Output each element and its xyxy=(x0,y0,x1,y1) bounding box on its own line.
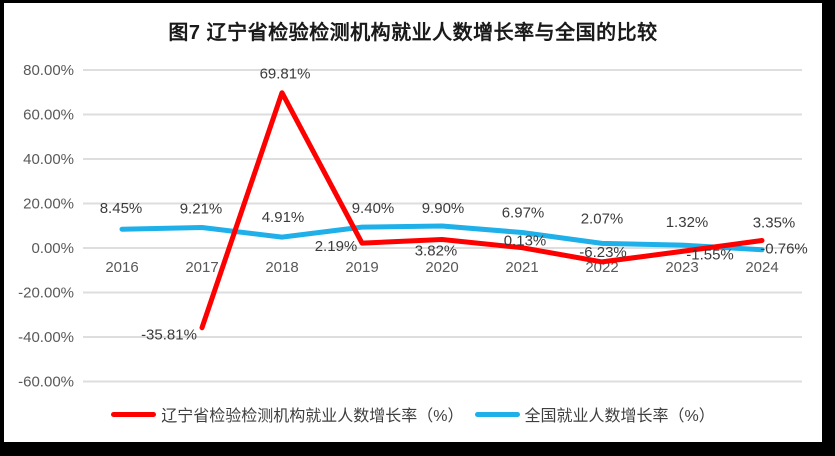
data-label-liaoning: 0.13% xyxy=(504,233,547,250)
chart-legend: 辽宁省检验检测机构就业人数增长率（%） 全国就业人数增长率（%） xyxy=(4,403,822,425)
x-axis-category-label: 2020 xyxy=(425,259,458,276)
x-axis-category-label: 2018 xyxy=(265,259,298,276)
screenshot-border-top xyxy=(0,0,835,3)
screenshot-border-left xyxy=(0,0,4,456)
data-labels-layer: -35.81% 69.81% 2.19% 3.82% 0.13% -6.23% -1.55%… xyxy=(100,66,808,344)
data-label-national: 6.97% xyxy=(502,204,545,221)
y-axis-tick-label: 60.00% xyxy=(23,107,74,124)
data-label-national: 9.40% xyxy=(352,200,395,217)
screenshot-border-right xyxy=(822,0,835,456)
y-axis-tick-label: -60.00% xyxy=(18,374,74,391)
x-axis-category-label: 2023 xyxy=(665,259,698,276)
data-label-national: 8.45% xyxy=(100,200,143,217)
y-axis-tick-label: 80.00% xyxy=(23,62,74,79)
y-axis-tick-label: -40.00% xyxy=(18,329,74,346)
gridlines-layer xyxy=(83,69,802,383)
legend-swatch-national xyxy=(474,411,520,417)
data-label-liaoning: 3.35% xyxy=(753,215,796,232)
legend-label-national: 全国就业人数增长率（%） xyxy=(524,408,715,425)
x-axis-category-label: 2016 xyxy=(105,259,138,276)
x-axis-category-label: 2024 xyxy=(745,259,778,276)
data-label-liaoning: -1.55% xyxy=(686,246,734,263)
data-label-national: 4.91% xyxy=(262,209,305,226)
series-lines-layer xyxy=(119,90,765,331)
y-axis-tick-label: -20.00% xyxy=(18,285,74,302)
data-label-liaoning: 69.81% xyxy=(260,66,311,83)
axis-labels-layer: 80.00% 60.00% 40.00% 20.00% 0.00% -20.00% -40.… xyxy=(18,62,779,391)
data-label-liaoning: 3.82% xyxy=(415,243,458,260)
legend-swatch-liaoning xyxy=(111,411,157,417)
screenshot-border-bottom xyxy=(0,442,835,456)
data-label-national: 9.21% xyxy=(180,201,223,218)
x-axis-category-label: 2021 xyxy=(505,259,538,276)
data-label-liaoning: -35.81% xyxy=(141,327,197,344)
y-axis-tick-label: 0.00% xyxy=(31,240,74,257)
x-axis-category-label: 2019 xyxy=(345,259,378,276)
data-label-liaoning: 2.19% xyxy=(315,238,358,255)
series-line-national xyxy=(119,223,765,253)
data-label-national: 1.32% xyxy=(666,214,709,231)
legend-label-liaoning: 辽宁省检验检测机构就业人数增长率（%） xyxy=(161,408,464,425)
x-axis-category-label: 2017 xyxy=(185,259,218,276)
y-axis-tick-label: 20.00% xyxy=(23,196,74,213)
data-label-national: 9.90% xyxy=(422,200,465,217)
data-label-liaoning: -6.23% xyxy=(579,244,627,261)
data-label-national: -0.76% xyxy=(760,241,808,258)
data-label-national: 2.07% xyxy=(581,210,624,227)
y-axis-tick-label: 40.00% xyxy=(23,151,74,168)
series-line-liaoning xyxy=(199,90,765,331)
chart-title: 图7 辽宁省检验检测机构就业人数增长率与全国的比较 xyxy=(168,22,658,44)
